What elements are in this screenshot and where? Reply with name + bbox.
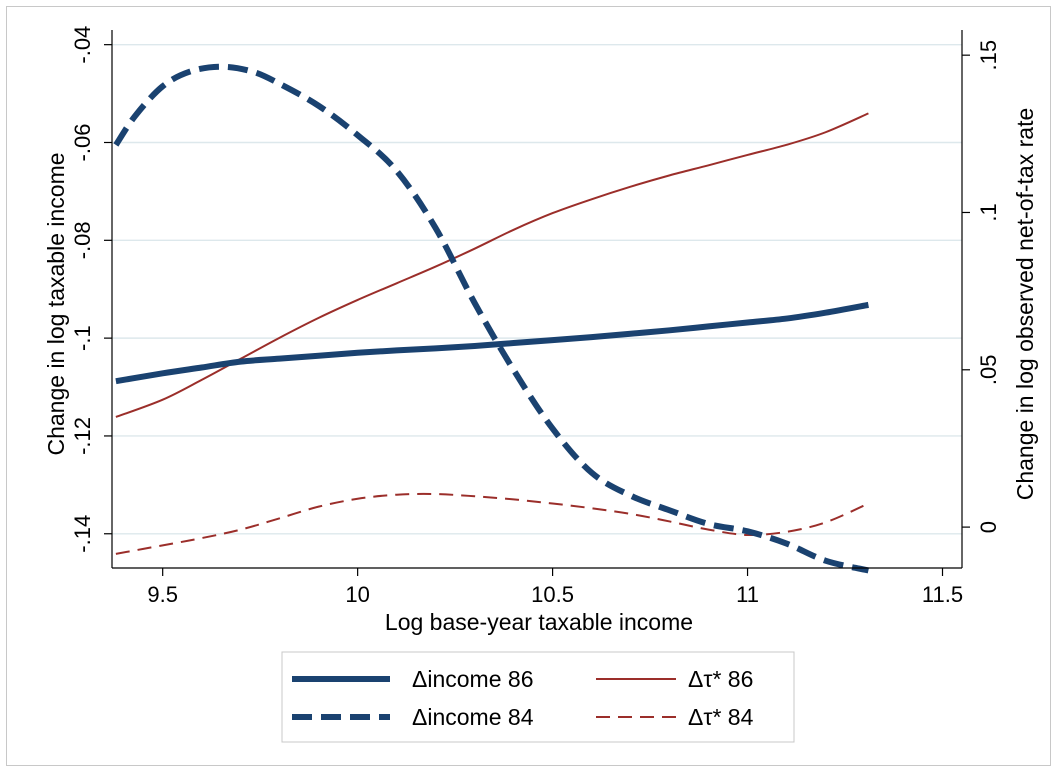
x-tick-label: 11.5 [922,582,963,607]
y-left-tick-label: -.08 [70,221,95,259]
series-lines [113,63,870,574]
y-right-tick-label: 0 [976,521,1001,533]
gridlines [112,43,962,535]
y-right-tick-label: .05 [976,354,1001,385]
y-left-axis-title: Change in log taxable income [43,152,69,455]
y-right-tick-label: .1 [976,203,1001,221]
y-left-tick-label: -.1 [70,325,95,351]
chart-frame [6,6,1051,766]
x-axis-title: Log base-year taxable income [385,609,693,635]
tick-labels: -.04 -.06 -.08 -.1 -.12 -.14 .15 .1 .05 0 9.5 10 10.… [70,26,1001,607]
y-right-tick-label: .15 [976,40,1001,71]
legend-label: Δτ* 86 [688,666,753,692]
y-left-tick-label: -.12 [70,417,95,455]
y-right-axis-title: Change in log observed net-of-tax rate [1012,108,1038,501]
y-left-tick-label: -.06 [70,124,95,162]
y-left-tick-label: -.14 [70,515,95,553]
legend-label: Δincome 84 [412,704,534,730]
legend: Δincome 86 Δτ* 86 Δincome 84 Δτ* 84 [281,651,795,743]
series-line-thin-solid [115,112,869,418]
series-line-thin-dashed [115,492,869,555]
x-tick-label: 9.5 [147,582,178,607]
x-tick-label: 11 [736,582,759,607]
legend-label: Δincome 86 [412,666,533,692]
series-line-thick-dashed [113,63,870,574]
x-tick-label: 10.5 [531,582,574,607]
legend-box [281,651,795,743]
axes [111,30,963,569]
legend-items: Δincome 86 Δτ* 86 Δincome 84 Δτ* 84 [292,666,754,730]
legend-label: Δτ* 84 [688,704,754,730]
x-tick-label: 10 [345,582,369,607]
y-left-tick-label: -.04 [70,26,95,64]
series-line-thick-solid [115,301,869,385]
